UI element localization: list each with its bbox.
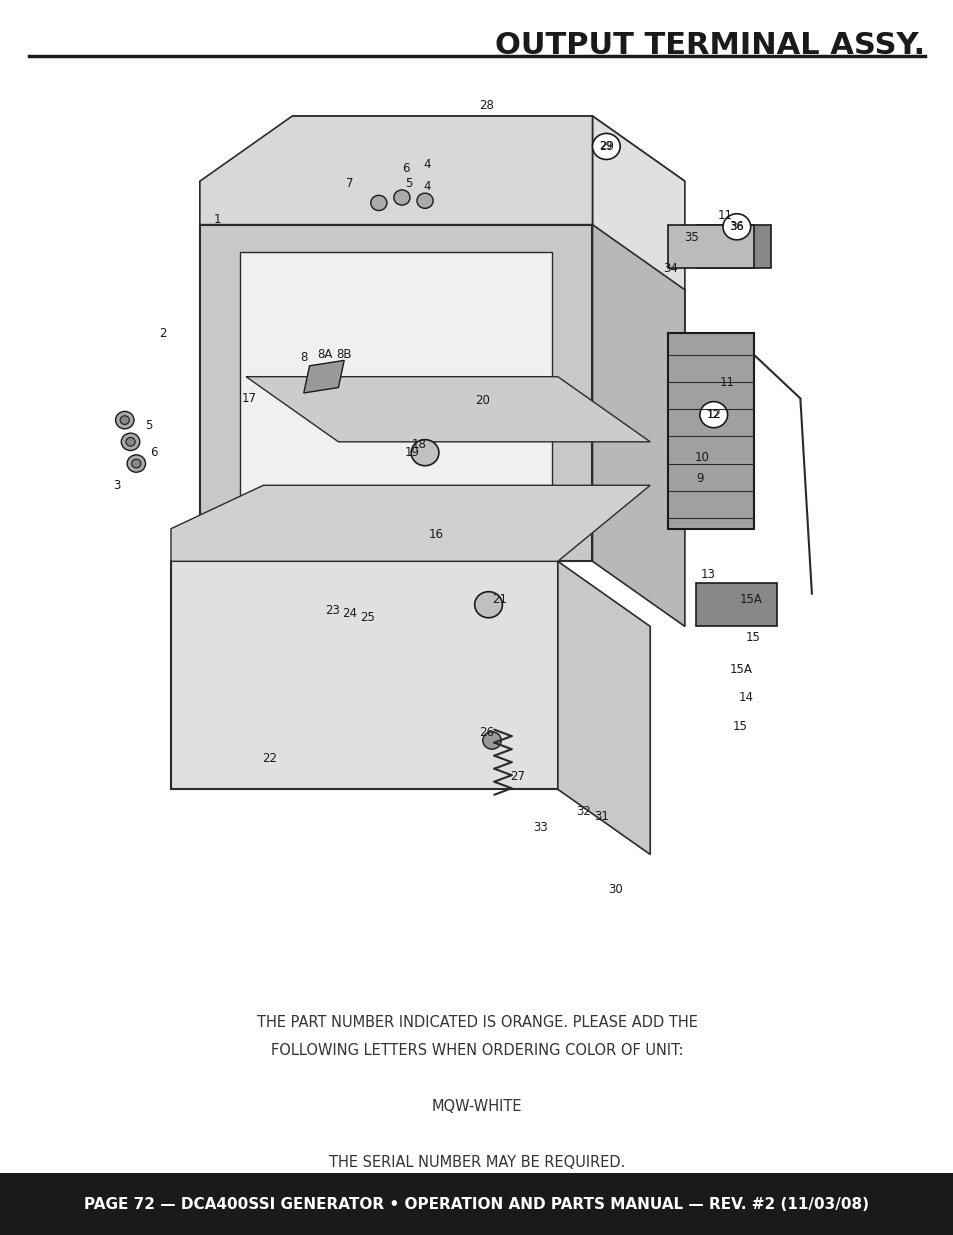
Circle shape (121, 433, 140, 451)
Text: 4: 4 (423, 180, 431, 193)
Polygon shape (240, 252, 552, 535)
Text: 15: 15 (732, 720, 747, 732)
Text: 10: 10 (694, 451, 709, 463)
Text: 15A: 15A (729, 663, 752, 677)
Circle shape (394, 190, 410, 205)
Text: 29: 29 (598, 140, 613, 153)
Text: MQW-WHITE: MQW-WHITE (432, 1099, 521, 1114)
Text: 36: 36 (729, 222, 742, 232)
Text: 21: 21 (492, 593, 507, 606)
Text: 34: 34 (663, 262, 678, 274)
Text: 3: 3 (112, 479, 120, 492)
Circle shape (411, 440, 438, 466)
Circle shape (126, 437, 135, 446)
Text: 14: 14 (738, 690, 753, 704)
Text: 26: 26 (478, 726, 494, 740)
Polygon shape (696, 583, 777, 626)
Text: 35: 35 (683, 231, 699, 245)
Polygon shape (246, 508, 558, 529)
Circle shape (120, 416, 130, 425)
Circle shape (475, 592, 502, 618)
Text: 24: 24 (342, 606, 357, 620)
Text: 7: 7 (346, 177, 354, 190)
Text: 5: 5 (405, 177, 412, 190)
Text: FOLLOWING LETTERS WHEN ORDERING COLOR OF UNIT:: FOLLOWING LETTERS WHEN ORDERING COLOR OF… (271, 1042, 682, 1057)
Text: 25: 25 (359, 611, 375, 624)
Text: 33: 33 (533, 821, 547, 834)
Polygon shape (199, 116, 592, 225)
Polygon shape (667, 333, 754, 529)
Text: OUTPUT TERMINAL ASSY.: OUTPUT TERMINAL ASSY. (495, 31, 924, 59)
Circle shape (592, 133, 619, 159)
Circle shape (722, 214, 750, 240)
Text: 11: 11 (720, 375, 735, 389)
Polygon shape (246, 377, 650, 442)
Text: 6: 6 (150, 446, 157, 459)
Text: 8A: 8A (316, 348, 332, 362)
Text: 1: 1 (213, 212, 221, 226)
Polygon shape (199, 225, 592, 561)
Circle shape (132, 459, 141, 468)
Circle shape (127, 454, 146, 472)
Text: 2: 2 (159, 327, 167, 340)
Text: 13: 13 (700, 568, 715, 580)
Text: 12: 12 (705, 409, 720, 421)
Circle shape (482, 732, 500, 750)
Text: 15A: 15A (739, 593, 761, 606)
Text: 9: 9 (696, 472, 703, 485)
Polygon shape (171, 485, 650, 561)
Polygon shape (592, 116, 684, 485)
Text: 20: 20 (475, 394, 490, 408)
Text: 29: 29 (599, 142, 613, 152)
Text: 22: 22 (261, 752, 276, 766)
Text: 27: 27 (510, 769, 524, 783)
Polygon shape (292, 116, 684, 182)
Text: 17: 17 (242, 391, 256, 405)
Text: 15: 15 (745, 631, 760, 643)
Polygon shape (558, 561, 650, 855)
Circle shape (700, 401, 727, 427)
Text: 8: 8 (300, 351, 307, 363)
Text: 28: 28 (478, 99, 493, 111)
Text: 19: 19 (404, 446, 419, 459)
Text: 4: 4 (423, 158, 431, 172)
Polygon shape (592, 225, 684, 626)
Circle shape (371, 195, 387, 210)
Polygon shape (667, 225, 754, 268)
Text: 18: 18 (412, 437, 426, 451)
Circle shape (416, 193, 433, 209)
Polygon shape (171, 561, 558, 789)
Text: 12: 12 (706, 410, 720, 420)
Text: THE PART NUMBER INDICATED IS ORANGE. PLEASE ADD THE: THE PART NUMBER INDICATED IS ORANGE. PLE… (256, 1015, 697, 1030)
Text: 16: 16 (429, 527, 443, 541)
Text: 23: 23 (325, 604, 339, 616)
Text: 5: 5 (145, 419, 152, 432)
Polygon shape (303, 361, 344, 393)
Text: 30: 30 (608, 883, 622, 895)
Text: 36: 36 (729, 220, 743, 233)
Text: 8B: 8B (336, 348, 352, 362)
Text: PAGE 72 — DCA400SSI GENERATOR • OPERATION AND PARTS MANUAL — REV. #2 (11/03/08): PAGE 72 — DCA400SSI GENERATOR • OPERATIO… (85, 1197, 868, 1212)
Text: 31: 31 (594, 810, 609, 823)
Circle shape (115, 411, 133, 429)
Text: THE SERIAL NUMBER MAY BE REQUIRED.: THE SERIAL NUMBER MAY BE REQUIRED. (329, 1155, 624, 1170)
Polygon shape (696, 225, 771, 268)
Text: 32: 32 (576, 804, 590, 818)
Text: 11: 11 (717, 210, 732, 222)
Text: 6: 6 (401, 162, 409, 174)
